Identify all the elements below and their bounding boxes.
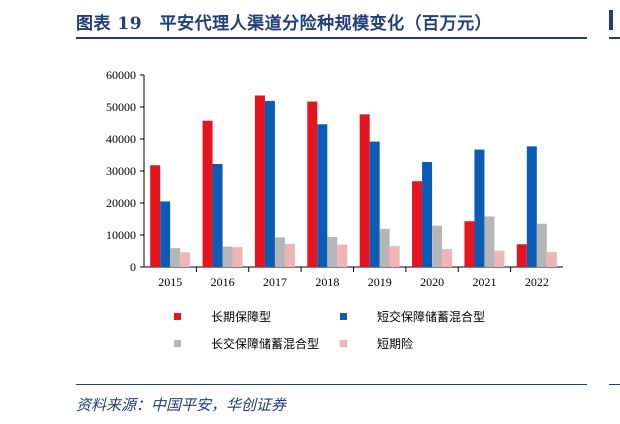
bar-2021-series-1 [464,221,475,267]
y-tick-label: 30000 [106,164,136,178]
bar-2019-series-4 [389,246,400,267]
y-tick-label: 0 [130,260,136,274]
bar-2018-series-3 [327,236,338,267]
bar-2019-series-2 [369,141,380,267]
x-tick-label: 2019 [368,275,392,289]
legend-label-series-3: 长交保障储蓄混合型 [211,336,319,351]
adjacent-panel-rule-bottom [609,384,620,385]
bar-2016-series-1 [202,120,213,267]
bar-2018-series-2 [317,124,328,267]
bar-2015-series-4 [180,252,191,267]
title-rule [76,37,587,39]
bar-2019-series-1 [359,114,370,267]
bar-2020-series-1 [412,181,423,267]
bar-2016-series-2 [212,163,223,267]
x-tick-label: 2015 [158,275,182,289]
figure-title: 图表 19 平安代理人渠道分险种规模变化（百万元） [76,14,493,34]
bar-2021-series-3 [484,216,495,267]
bar-2021-series-2 [474,149,485,267]
bar-2022-series-2 [526,146,537,267]
chart-axes: 0 10000 20000 30000 40000 50000 60000 2015 2016 2… [106,68,563,289]
bar-2017-series-1 [254,95,265,267]
legend-label-series-4: 短期险 [377,336,413,351]
y-tick-label: 50000 [106,100,136,114]
x-tick-label: 2020 [420,275,444,289]
legend-swatch-series-3 [174,340,181,347]
bar-2022-series-1 [516,244,527,267]
bar-2018-series-4 [337,244,348,267]
bar-2017-series-4 [284,243,295,267]
bar-2022-series-3 [536,223,547,267]
y-tick-label: 60000 [106,68,136,82]
y-tick-label: 20000 [106,196,136,210]
bar-2021-series-4 [494,250,505,267]
x-tick-label: 2021 [472,275,496,289]
bar-2022-series-4 [546,251,557,267]
y-tick-label: 40000 [106,132,136,146]
adjacent-panel-rule-top [609,37,620,39]
bar-2020-series-3 [432,225,443,267]
bar-2017-series-3 [274,237,285,267]
bar-2015-series-3 [170,248,181,267]
bar-2015-series-1 [150,165,161,267]
bar-2020-series-4 [442,249,453,267]
bar-2020-series-2 [422,162,433,267]
x-tick-label: 2022 [525,275,549,289]
x-tick-label: 2018 [315,275,339,289]
x-tick-label: 2017 [263,275,287,289]
legend-swatch-series-4 [340,340,347,347]
y-tick-label: 10000 [106,228,136,242]
bar-2016-series-4 [232,247,243,267]
legend-label-series-2: 短交保障储蓄混合型 [377,309,485,324]
bar-2017-series-2 [264,100,275,267]
bar-2019-series-3 [379,228,390,267]
legend-swatch-series-1 [174,313,181,320]
legend-swatch-series-2 [340,313,347,320]
x-tick-label: 2016 [211,275,235,289]
legend-label-series-1: 长期保障型 [211,309,271,324]
source-note: 资料来源：中国平安，华创证券 [76,396,287,414]
source-rule [76,384,587,385]
bar-2016-series-3 [222,246,233,267]
bar-2015-series-2 [160,201,171,267]
chart-bars [150,95,557,267]
bar-2018-series-1 [307,101,318,267]
adjacent-panel-mark [609,10,613,30]
